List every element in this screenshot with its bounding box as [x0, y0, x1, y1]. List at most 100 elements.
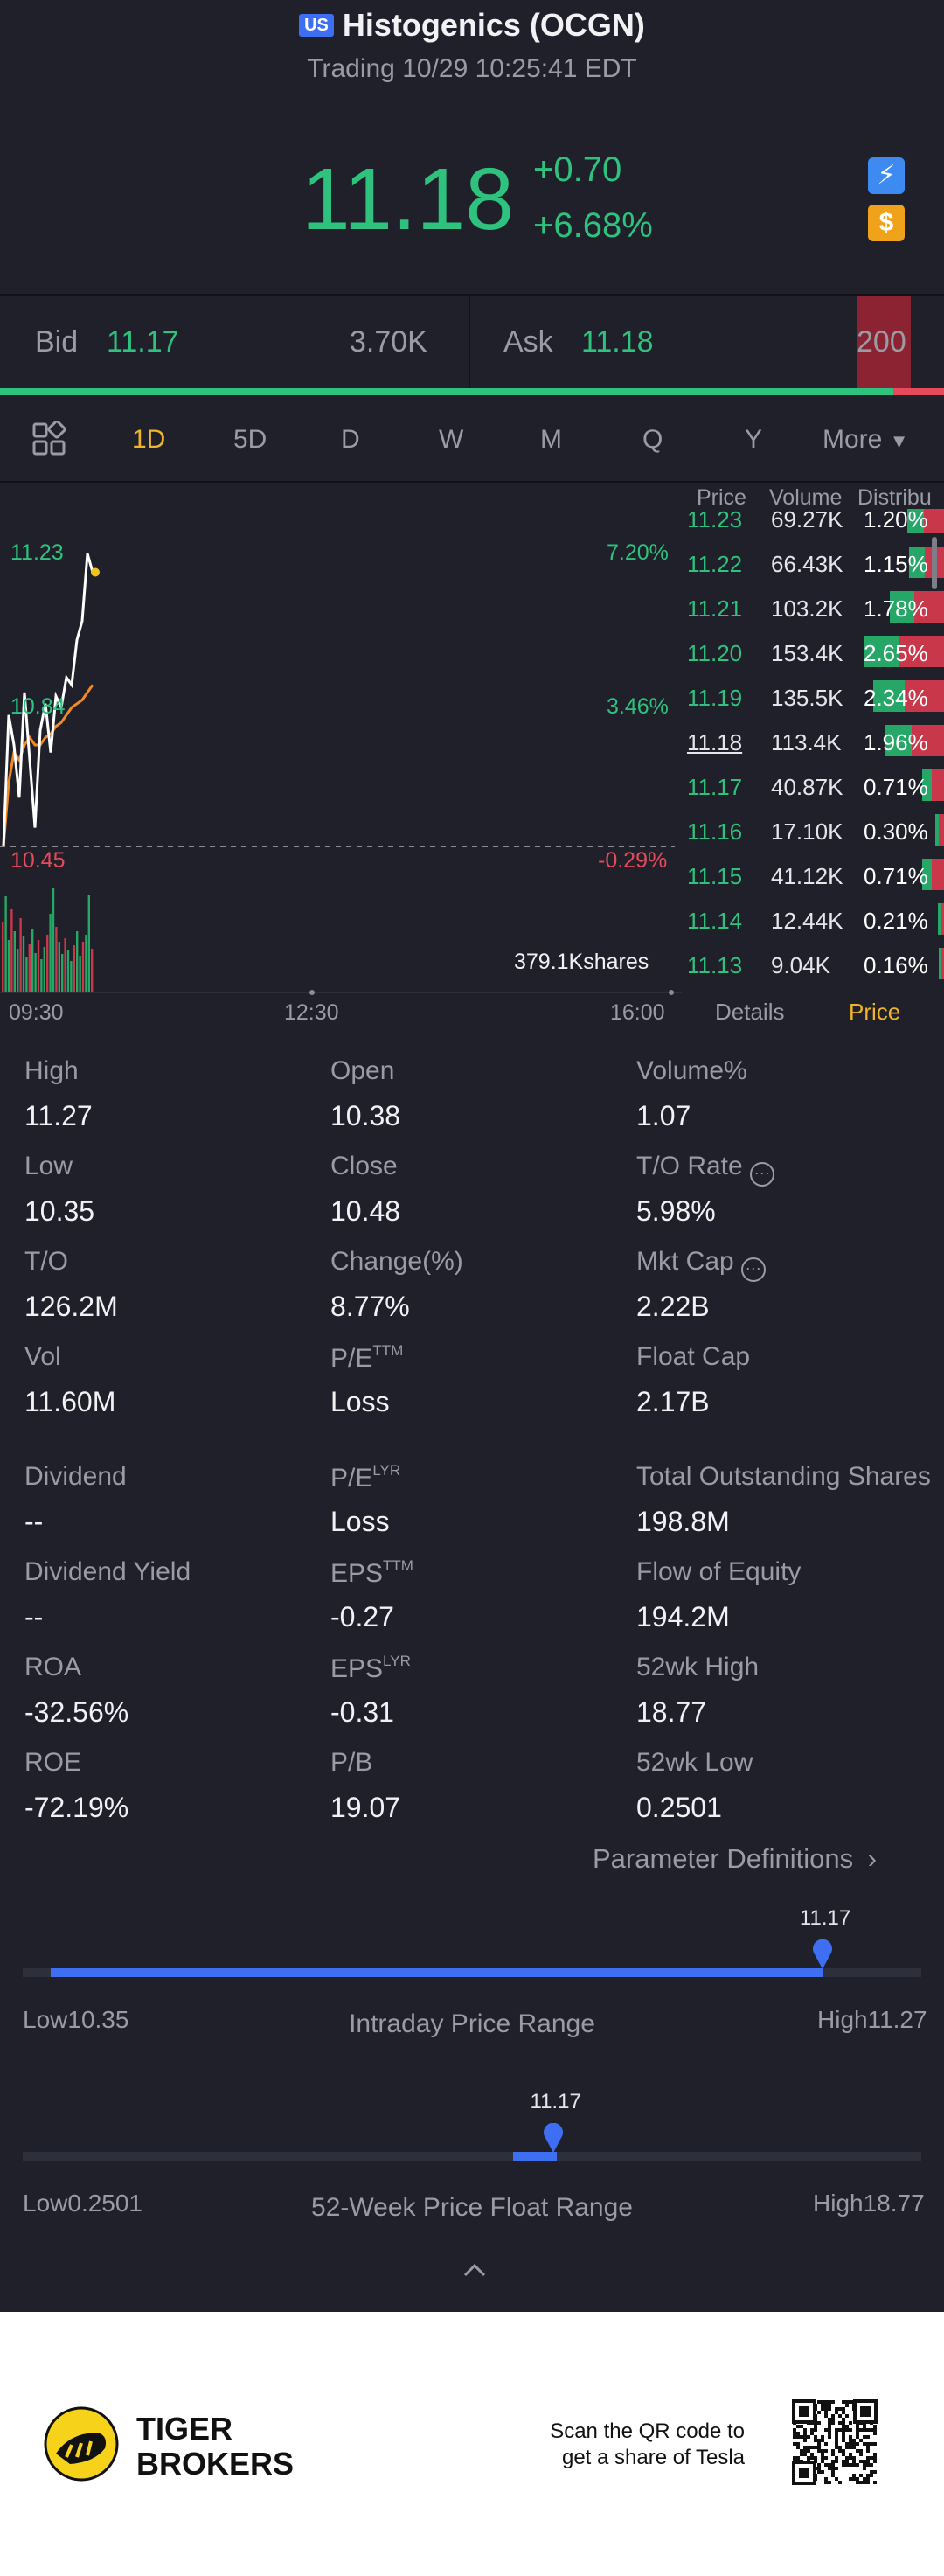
week52-range-track	[23, 2152, 921, 2161]
tab-q[interactable]: Q	[642, 425, 663, 454]
stat-label-change-pct: Change(%)	[330, 1247, 463, 1277]
distribution-bar-sell	[941, 903, 944, 935]
volume-bar	[19, 918, 22, 992]
stat-label-text: Total Outstanding Shares	[636, 1462, 931, 1491]
lightning-icon[interactable]: ⚡	[868, 157, 905, 194]
orderbook-distribution: 1.20%	[864, 509, 928, 533]
stat-label-eps-lyr: EPSLYR	[330, 1653, 411, 1684]
stat-label-text: Volume%	[636, 1056, 747, 1085]
orderbook-row: 11.22 66.43K 1.15%	[687, 541, 944, 586]
stat-value-roa: -32.56%	[24, 1696, 129, 1728]
stat-label-to: T/O	[24, 1247, 68, 1277]
stat-value-pe-lyr: Loss	[330, 1506, 390, 1537]
period-tabs: 1D 5D D W M Q Y More ▼	[0, 409, 944, 467]
stat-label-text: P/E	[330, 1344, 373, 1373]
ask-size-highlight	[857, 296, 911, 388]
stat-value-vol: 11.60M	[24, 1386, 116, 1417]
stat-value-mkt-cap: 2.22B	[636, 1291, 710, 1322]
orderbook-price: 11.22	[687, 551, 743, 577]
qr-code-icon[interactable]	[792, 2399, 878, 2485]
distribution-bar-sell	[899, 636, 944, 667]
volume-bar	[81, 942, 85, 992]
orderbook-price: 11.15	[687, 863, 743, 889]
stat-label-text: P/B	[330, 1748, 373, 1777]
chart-low-label: 10.45	[10, 848, 66, 873]
intraday-chart[interactable]	[0, 485, 682, 1010]
volume-bar	[87, 895, 90, 992]
volume-label: 379.1Kshares	[514, 950, 649, 974]
volume-bar	[4, 896, 7, 992]
order-book[interactable]: 11.23 69.27K 1.20% 11.22 66.43K 1.15% 11.21 103…	[687, 509, 944, 999]
volume-bar	[28, 944, 31, 992]
volume-bar	[58, 942, 60, 992]
tab-m[interactable]: M	[540, 425, 562, 454]
stat-value-flow-equity: 194.2M	[636, 1601, 730, 1633]
volume-bar	[37, 940, 40, 992]
brand-line-1: TIGER	[136, 2411, 233, 2447]
stat-label-roa: ROA	[24, 1653, 81, 1682]
scrollbar[interactable]	[932, 537, 937, 589]
page-title: US Histogenics (OCGN)	[0, 7, 944, 44]
orderbook-distribution: 0.30%	[864, 818, 928, 845]
orderbook-row: 11.23 69.27K 1.20%	[687, 509, 944, 541]
orderbook-row: 11.18 113.4K 1.96%	[687, 720, 944, 764]
parameter-definitions-link[interactable]: Parameter Definitions ›	[593, 1843, 877, 1875]
bid-size: 3.70K	[350, 325, 427, 359]
orderbook-price: 11.21	[687, 595, 743, 622]
ask-size: 200	[857, 325, 906, 359]
stat-label-mkt-cap[interactable]: Mkt Cap ···	[636, 1247, 766, 1282]
stat-label-text: Change(%)	[330, 1247, 463, 1276]
price-change-percent: +6.68%	[533, 206, 653, 245]
stat-value-float-cap: 2.17B	[636, 1386, 710, 1417]
orderbook-volume: 12.44K	[771, 908, 843, 934]
orderbook-volume: 103.2K	[771, 595, 843, 622]
tab-price[interactable]: Price	[849, 999, 901, 1025]
info-icon[interactable]: ···	[740, 1257, 766, 1282]
tab-d[interactable]: D	[341, 425, 360, 454]
tab-1d[interactable]: 1D	[132, 425, 166, 454]
tab-w[interactable]: W	[439, 425, 464, 454]
orderbook-distribution: 1.96%	[864, 729, 928, 755]
volume-bars	[2, 888, 94, 992]
week52-marker-pin-icon	[543, 2122, 564, 2153]
volume-bar	[25, 957, 28, 992]
stat-label-flow-equity: Flow of Equity	[636, 1557, 801, 1587]
chart-mid-label: 10.84	[10, 694, 66, 719]
chevron-up-icon[interactable]	[462, 2261, 488, 2279]
trading-status: Trading 10/29 10:25:41 EDT	[307, 54, 637, 83]
stat-label-text: Dividend Yield	[24, 1557, 191, 1586]
tab-details[interactable]: Details	[715, 999, 785, 1025]
volume-bar	[73, 945, 75, 992]
orderbook-row: 11.21 103.2K 1.78%	[687, 586, 944, 630]
last-price-dot	[91, 567, 100, 577]
info-icon[interactable]: ···	[749, 1162, 774, 1187]
tab-y[interactable]: Y	[745, 425, 763, 454]
volume-bar	[22, 936, 25, 992]
tab-more[interactable]: More ▼	[823, 425, 908, 455]
tab-5d[interactable]: 5D	[233, 425, 267, 454]
stat-label-text: ROE	[24, 1748, 82, 1777]
stat-label-total-shares: Total Outstanding Shares	[636, 1462, 931, 1492]
price-line	[2, 553, 94, 847]
volume-bar	[46, 935, 49, 992]
layout-grid-icon[interactable]	[31, 420, 66, 456]
volume-bar	[55, 927, 58, 992]
stat-label-to-rate[interactable]: T/O Rate ···	[636, 1152, 774, 1187]
stat-label-text: Close	[330, 1152, 398, 1180]
distribution-bar-sell	[932, 769, 944, 801]
orderbook-distribution: 2.65%	[864, 640, 928, 666]
distribution-bar-sell	[914, 591, 944, 623]
stat-label-text: Vol	[24, 1342, 61, 1371]
volume-bar	[85, 935, 87, 992]
stat-label-text: Float Cap	[636, 1342, 751, 1371]
stat-label-text: EPS	[330, 1559, 384, 1588]
orderbook-volume: 17.10K	[771, 818, 843, 845]
orderbook-price: 11.17	[687, 774, 743, 800]
orderbook-row: 11.16 17.10K 0.30%	[687, 809, 944, 853]
stat-value-volume-pct: 1.07	[636, 1100, 691, 1131]
dollar-icon[interactable]: $	[868, 205, 905, 241]
orderbook-price: 11.14	[687, 908, 743, 934]
volume-bar	[31, 929, 34, 992]
volume-bar	[43, 947, 45, 992]
brand-line-2: BROKERS	[136, 2446, 295, 2482]
